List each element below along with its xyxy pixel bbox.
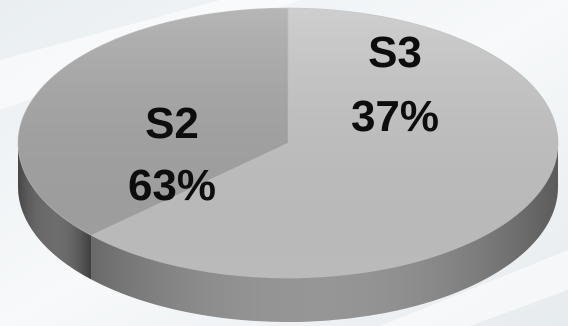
slice-name-label-s2: S2: [145, 99, 199, 148]
pie-slice-shine-s2: [91, 8, 559, 278]
pie-group: [17, 7, 559, 322]
label-group: S2 63% S3 37%: [128, 28, 439, 210]
pie-slice-shine-s3: [17, 8, 288, 236]
slice-name-label-s3: S3: [368, 28, 422, 77]
slice-value-label-s3: 37%: [351, 92, 439, 141]
pie-side-shade-s2: [91, 143, 559, 322]
slice-value-label-s2: 63%: [128, 161, 216, 210]
